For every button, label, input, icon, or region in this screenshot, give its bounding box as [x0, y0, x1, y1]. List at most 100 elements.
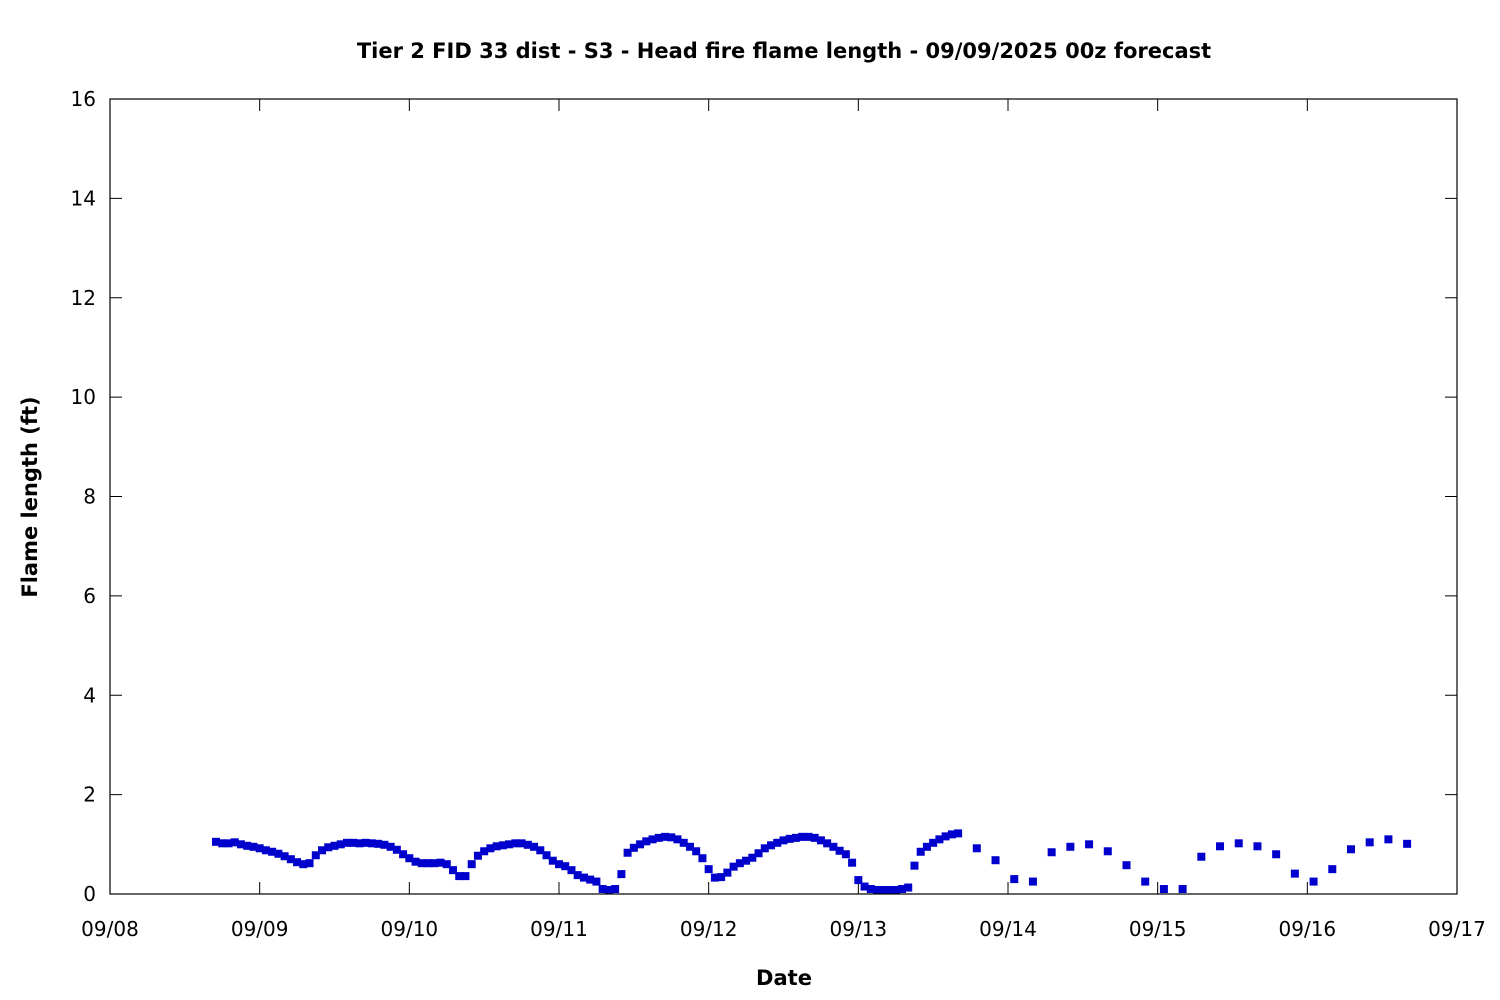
data-point: [810, 833, 819, 842]
data-point: [505, 840, 514, 849]
y-tick-label: 10: [71, 385, 96, 409]
data-point: [280, 852, 289, 861]
x-tick-label: 09/10: [381, 917, 439, 941]
data-point: [954, 829, 963, 838]
data-point: [286, 855, 295, 864]
data-point: [760, 844, 769, 853]
data-point: [947, 830, 956, 839]
plot-frame: [109, 98, 1458, 895]
data-point: [218, 839, 227, 848]
data-point: [561, 862, 570, 871]
data-point: [1253, 842, 1262, 851]
data-point: [448, 866, 457, 875]
data-point: [1028, 877, 1037, 886]
x-tick-label: 09/14: [979, 917, 1037, 941]
data-point: [661, 832, 670, 841]
data-point: [854, 876, 863, 885]
x-tick-label: 09/17: [1428, 917, 1486, 941]
data-point: [679, 838, 688, 847]
data-point: [224, 839, 233, 848]
data-point: [1272, 850, 1281, 859]
data-point: [754, 849, 763, 858]
data-point: [717, 873, 726, 882]
data-point: [835, 846, 844, 855]
data-point: [785, 834, 794, 843]
data-point: [542, 851, 551, 860]
data-point: [742, 856, 751, 865]
data-point: [592, 877, 601, 886]
data-point: [255, 844, 264, 853]
data-point: [1290, 869, 1299, 878]
data-point: [236, 840, 245, 849]
data-point: [467, 860, 476, 869]
data-point: [1365, 838, 1374, 847]
data-point: [673, 835, 682, 844]
data-point: [642, 837, 651, 846]
data-point: [361, 838, 370, 847]
x-axis-label: Date: [756, 966, 812, 990]
data-point: [486, 844, 495, 853]
data-point: [904, 883, 913, 892]
data-point: [212, 837, 221, 846]
y-tick-label: 4: [83, 683, 96, 707]
data-point: [1122, 861, 1131, 870]
y-tick-label: 8: [83, 485, 96, 509]
y-tick-label: 14: [71, 186, 96, 210]
data-point: [873, 886, 882, 895]
data-point: [349, 838, 358, 847]
data-point: [243, 841, 252, 850]
data-point: [916, 847, 925, 856]
data-point: [829, 842, 838, 851]
data-point: [548, 856, 557, 865]
data-point: [860, 882, 869, 891]
data-point: [399, 850, 408, 859]
data-point: [299, 860, 308, 869]
data-point: [692, 847, 701, 856]
y-tick-label: 16: [71, 87, 96, 111]
data-point: [910, 861, 919, 870]
data-points: [212, 829, 1412, 895]
data-point: [841, 850, 850, 859]
data-point: [405, 854, 414, 863]
data-point: [897, 885, 906, 894]
data-point: [1197, 852, 1206, 861]
data-point: [392, 845, 401, 854]
data-point: [972, 844, 981, 853]
data-point: [798, 832, 807, 841]
y-tick-label: 12: [71, 286, 96, 310]
data-point: [1159, 885, 1168, 894]
data-point: [380, 840, 389, 849]
x-tick-label: 09/13: [830, 917, 888, 941]
data-point: [555, 860, 563, 869]
data-point: [729, 862, 738, 871]
x-tick-label: 09/08: [81, 917, 139, 941]
data-point: [991, 856, 1000, 865]
data-point: [922, 842, 931, 851]
data-point: [293, 858, 302, 867]
data-point: [330, 841, 339, 850]
data-point: [579, 873, 588, 882]
data-point: [274, 849, 283, 858]
data-point: [685, 842, 694, 851]
data-point: [929, 838, 938, 847]
data-point: [735, 859, 744, 868]
data-point: [442, 860, 451, 869]
data-point: [336, 840, 345, 849]
data-point: [536, 846, 545, 855]
data-point: [430, 859, 439, 868]
data-point: [604, 886, 613, 895]
data-point: [367, 839, 376, 848]
data-point: [617, 870, 626, 879]
data-point: [1384, 835, 1393, 844]
x-tick-label: 09/11: [530, 917, 588, 941]
data-point: [1234, 839, 1243, 848]
data-point: [779, 836, 788, 845]
data-point: [698, 854, 707, 863]
data-point: [623, 848, 632, 857]
data-point: [629, 843, 638, 852]
data-point: [324, 843, 333, 852]
data-point: [848, 858, 857, 867]
data-point: [1346, 845, 1355, 854]
data-point: [1047, 848, 1056, 857]
